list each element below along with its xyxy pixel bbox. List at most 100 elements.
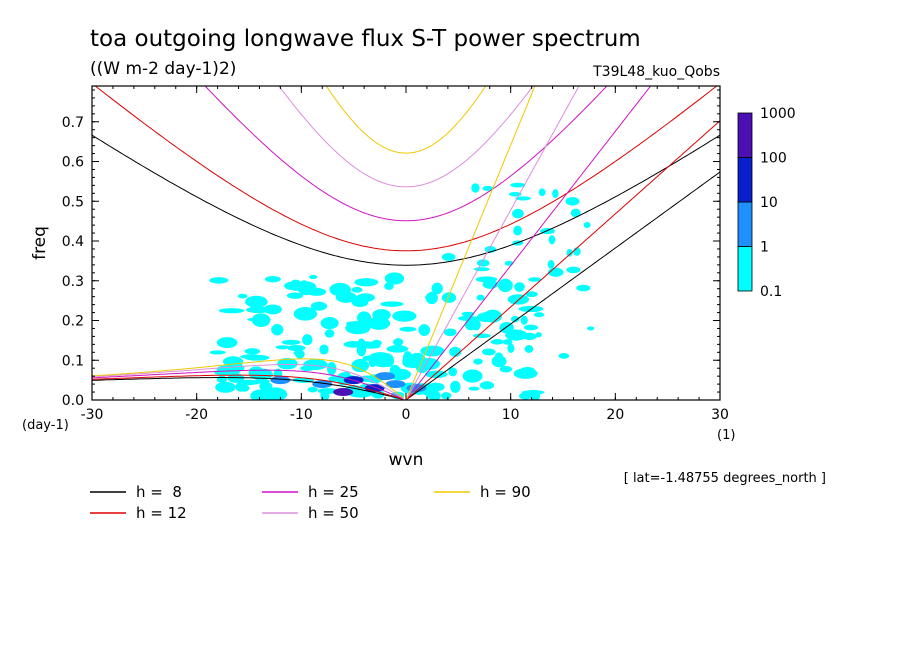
power-blob bbox=[360, 343, 381, 349]
colorbar: 0.1 1 10 100 1000 bbox=[737, 106, 796, 300]
x-axis: -30 -20 -10 0 10 20 30 bbox=[81, 86, 729, 423]
power-blob bbox=[499, 365, 513, 373]
power-blob bbox=[461, 311, 475, 317]
power-blob bbox=[538, 188, 546, 197]
power-blob bbox=[448, 367, 458, 377]
power-blob bbox=[270, 376, 291, 385]
power-blob bbox=[287, 344, 306, 352]
x-tick-label: 10 bbox=[502, 407, 520, 423]
power-blob bbox=[263, 304, 282, 315]
power-blob bbox=[293, 306, 318, 321]
rossby-curve bbox=[92, 364, 404, 399]
power-blob bbox=[317, 388, 339, 394]
power-blob bbox=[354, 278, 379, 287]
legend-label: h = 50 bbox=[308, 504, 359, 522]
power-blob bbox=[471, 183, 480, 193]
power-blob bbox=[375, 372, 396, 381]
legend-label: h = 12 bbox=[136, 504, 187, 522]
y-tick-label: 0.2 bbox=[62, 314, 84, 330]
power-blob bbox=[251, 313, 271, 327]
power-blob bbox=[524, 345, 534, 353]
power-blob bbox=[218, 308, 245, 314]
power-blob bbox=[411, 360, 435, 366]
y-unit-label: (day-1) bbox=[22, 418, 69, 433]
y-tick-label: 0.3 bbox=[62, 274, 84, 290]
power-blob bbox=[355, 296, 372, 302]
power-blob bbox=[477, 313, 488, 319]
power-blob bbox=[462, 369, 483, 383]
power-blob bbox=[515, 196, 531, 201]
power-blob bbox=[393, 338, 404, 347]
power-blob bbox=[441, 253, 456, 261]
x-unit-label: (1) bbox=[717, 428, 735, 443]
power-blob bbox=[535, 332, 542, 338]
x-tick-label: 20 bbox=[606, 407, 624, 423]
power-blob bbox=[583, 222, 591, 228]
x-tick-label: 0 bbox=[402, 407, 411, 423]
legend-label: h = 25 bbox=[308, 483, 359, 501]
power-blob bbox=[286, 292, 304, 299]
x-tick-label: -20 bbox=[185, 407, 208, 423]
power-blob bbox=[565, 196, 580, 206]
power-blob bbox=[297, 281, 317, 296]
inertia-gravity-curve bbox=[278, 86, 534, 188]
y-tick-label: 0.7 bbox=[62, 115, 84, 131]
power-blob bbox=[310, 301, 328, 311]
power-blob bbox=[240, 354, 262, 359]
power-blob bbox=[281, 339, 301, 345]
inertia-gravity-curve bbox=[325, 86, 487, 154]
power-blob bbox=[271, 324, 284, 336]
power-blob bbox=[547, 260, 555, 269]
power-blob bbox=[250, 389, 272, 400]
power-blob bbox=[384, 282, 394, 290]
power-blob bbox=[345, 321, 368, 326]
power-blob bbox=[468, 386, 480, 391]
power-blob bbox=[284, 281, 299, 290]
power-blob bbox=[303, 359, 328, 370]
power-blob bbox=[528, 277, 542, 282]
power-blob bbox=[351, 286, 363, 293]
power-blob bbox=[449, 346, 462, 357]
power-blob bbox=[385, 380, 406, 389]
power-blob bbox=[425, 370, 448, 379]
colorbar-swatch bbox=[737, 246, 753, 292]
colorbar-label: 10 bbox=[760, 195, 778, 211]
inertia-gravity-curve bbox=[94, 86, 718, 252]
power-blob bbox=[244, 348, 261, 355]
power-blob bbox=[319, 344, 329, 355]
kelvin-curve bbox=[405, 120, 720, 400]
y-tick-label: 0.0 bbox=[62, 393, 84, 409]
power-blob bbox=[473, 333, 491, 339]
power-blob bbox=[533, 312, 545, 318]
power-blob bbox=[450, 380, 461, 393]
power-blob bbox=[512, 208, 524, 219]
kelvin-curve bbox=[405, 86, 652, 400]
power-blob bbox=[209, 350, 226, 355]
x-axis-label: wvn bbox=[389, 450, 424, 470]
power-blob bbox=[479, 381, 495, 390]
power-blob bbox=[328, 376, 341, 382]
power-blob bbox=[209, 277, 229, 284]
kelvin-curve bbox=[405, 86, 536, 400]
power-blob bbox=[431, 282, 443, 295]
power-blob bbox=[245, 295, 268, 308]
y-tick-label: 0.6 bbox=[62, 155, 84, 171]
power-blob bbox=[237, 293, 248, 299]
power-blob bbox=[302, 334, 313, 346]
power-blob bbox=[497, 278, 513, 293]
power-blob bbox=[520, 315, 528, 325]
power-blob bbox=[320, 317, 339, 330]
y-axis-label: freq bbox=[30, 226, 50, 260]
legend-label: h = 8 bbox=[136, 483, 182, 501]
power-blob bbox=[264, 276, 281, 283]
power-blob bbox=[443, 328, 457, 337]
power-blob bbox=[502, 339, 513, 345]
power-blob bbox=[293, 350, 303, 356]
power-blob bbox=[510, 315, 520, 323]
power-blob bbox=[470, 319, 481, 331]
power-blob bbox=[482, 348, 496, 356]
y-tick-label: 0.5 bbox=[62, 194, 84, 210]
chart-subtitle: ((W m-2 day-1)2) bbox=[90, 59, 236, 79]
chart-title: toa outgoing longwave flux S-T power spe… bbox=[90, 26, 641, 52]
power-blob bbox=[259, 381, 273, 391]
